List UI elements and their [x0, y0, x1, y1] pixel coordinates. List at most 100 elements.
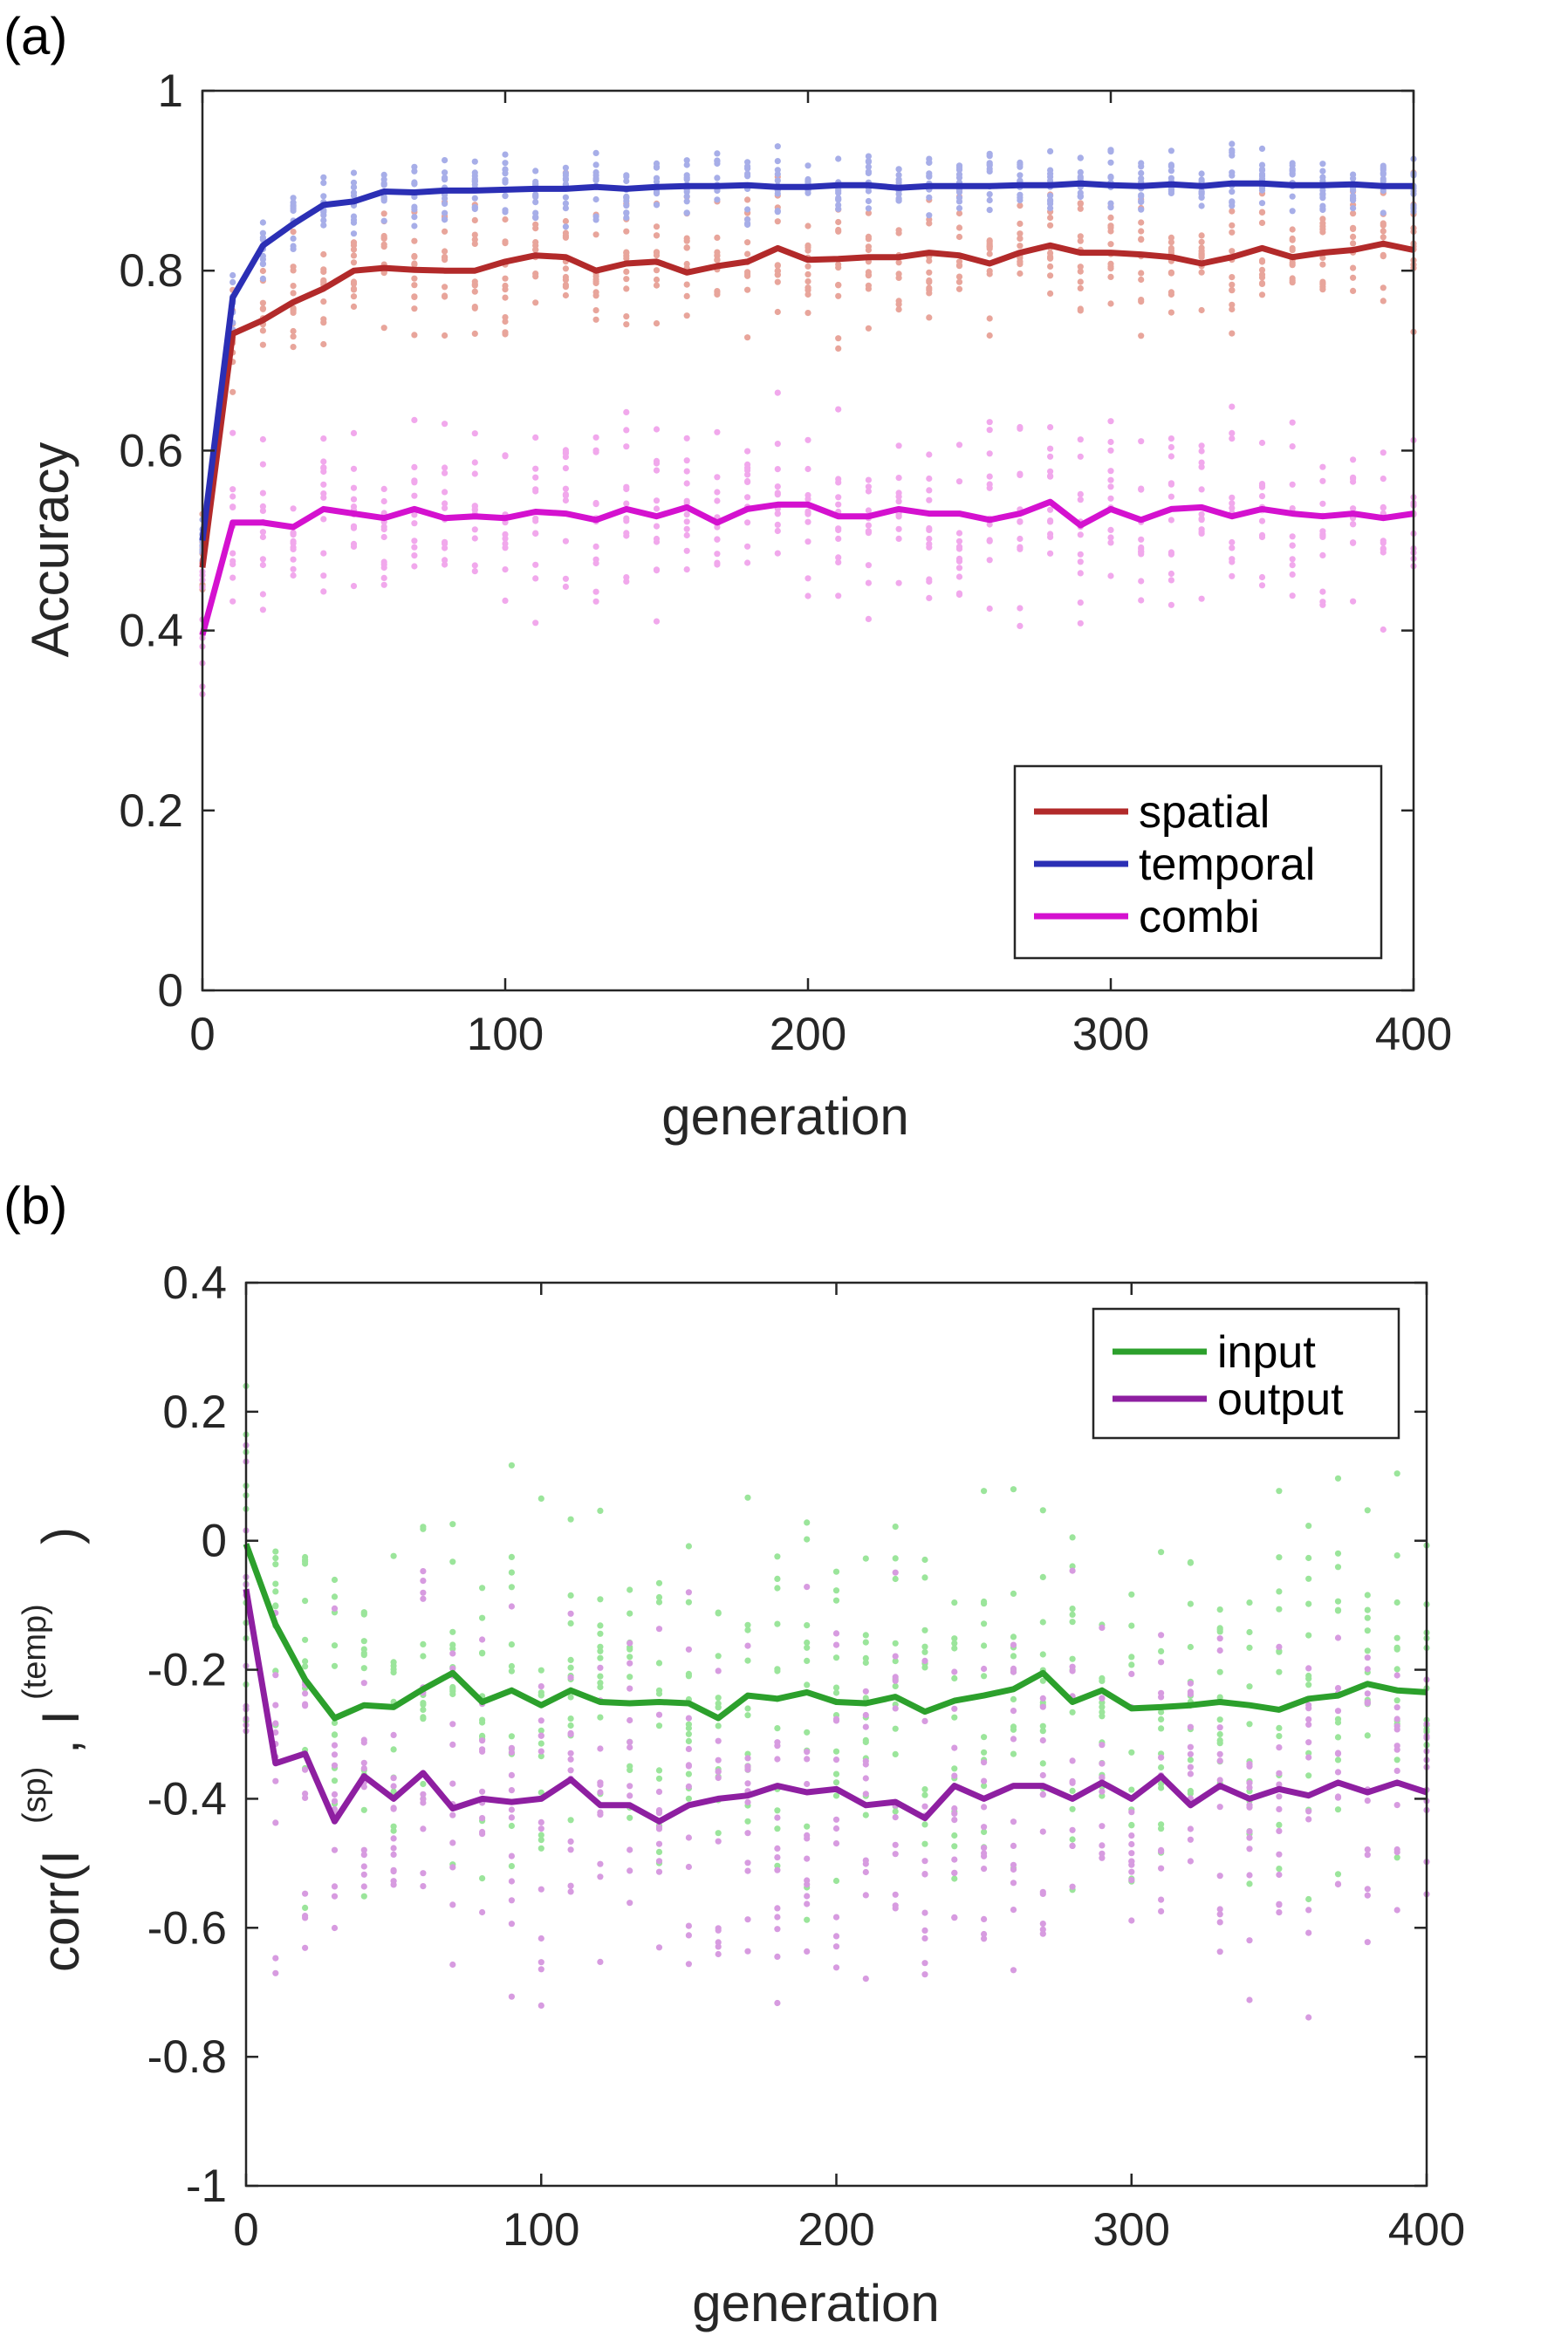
- scatter-point-temporal: [411, 223, 418, 229]
- scatter-point-combi: [1229, 572, 1236, 579]
- scatter-point-temporal: [1017, 159, 1024, 166]
- scatter-point-combi: [1077, 453, 1084, 460]
- scatter-point-combi: [229, 598, 236, 605]
- scatter-point-temporal: [623, 177, 630, 185]
- scatter-point-output: [744, 1755, 751, 1762]
- scatter-point-spatial: [229, 388, 236, 395]
- scatter-point-output: [360, 1883, 367, 1890]
- scatter-point-input: [597, 1673, 604, 1680]
- scatter-point-output: [272, 1672, 279, 1679]
- scatter-point-spatial: [1258, 219, 1266, 226]
- scatter-point-spatial: [805, 271, 811, 277]
- scatter-point-output: [1216, 1948, 1223, 1955]
- scatter-point-temporal: [1017, 172, 1024, 179]
- scatter-point-temporal: [350, 189, 358, 196]
- scatter-point-combi: [1198, 442, 1205, 449]
- scatter-point-spatial: [865, 325, 873, 332]
- scatter-points-a: [199, 140, 1417, 698]
- scatter-point-spatial: [411, 253, 418, 260]
- scatter-point-temporal: [683, 193, 690, 200]
- scatter-point-combi: [955, 538, 963, 544]
- scatter-point-temporal: [259, 229, 266, 236]
- scatter-point-output: [1216, 1906, 1223, 1913]
- scatter-point-output: [1158, 1754, 1165, 1761]
- scatter-point-input: [921, 1786, 928, 1793]
- scatter-point-output: [1276, 1744, 1283, 1751]
- scatter-point-input: [390, 1669, 397, 1676]
- scatter-point-combi: [442, 557, 448, 564]
- scatter-point-combi: [774, 483, 781, 490]
- scatter-point-combi: [774, 466, 781, 473]
- scatter-point-spatial: [1017, 270, 1024, 277]
- scatter-point-input: [1128, 1786, 1135, 1793]
- y-tick-label: 0.8: [119, 245, 183, 297]
- scatter-point-spatial: [259, 341, 266, 348]
- scatter-point-input: [655, 1660, 663, 1667]
- scatter-point-temporal: [350, 216, 358, 223]
- scatter-point-combi: [442, 421, 448, 428]
- scatter-point-temporal: [1077, 168, 1084, 175]
- scatter-point-output: [715, 1737, 722, 1744]
- scatter-point-combi: [955, 530, 963, 537]
- scatter-point-combi: [865, 507, 873, 514]
- scatter-point-combi: [714, 536, 721, 543]
- scatter-point-combi: [320, 481, 327, 488]
- scatter-point-combi: [1289, 562, 1296, 569]
- scatter-point-combi: [986, 484, 993, 491]
- scatter-point-spatial: [562, 265, 570, 272]
- scatter-point-spatial: [1138, 276, 1145, 284]
- scatter-point-output: [390, 1878, 397, 1885]
- scatter-point-spatial: [623, 268, 630, 275]
- scatter-point-temporal: [1047, 147, 1054, 154]
- scatter-point-output: [272, 1702, 279, 1709]
- scatter-point-input: [921, 1643, 928, 1650]
- scatter-point-combi: [865, 562, 873, 569]
- scatter-point-combi: [714, 489, 721, 496]
- scatter-point-input: [538, 1753, 544, 1760]
- scatter-point-spatial: [683, 244, 690, 251]
- scatter-point-output: [892, 1653, 899, 1660]
- scatter-point-spatial: [411, 237, 418, 244]
- scatter-point-input: [685, 1795, 693, 1802]
- scatter-point-spatial: [1350, 210, 1357, 217]
- scatter-point-spatial: [290, 344, 297, 351]
- scatter-point-spatial: [895, 271, 902, 277]
- scatter-point-temporal: [1319, 190, 1326, 197]
- scatter-point-input: [538, 1740, 544, 1747]
- scatter-point-output: [449, 1741, 456, 1748]
- scatter-point-combi: [895, 490, 902, 497]
- series-line-spatial: [199, 240, 1414, 568]
- scatter-point-output: [449, 1839, 456, 1846]
- scatter-point-combi: [683, 525, 690, 532]
- scatter-point-temporal: [350, 230, 358, 237]
- x-axis-label-a: generation: [661, 1087, 909, 1146]
- scatter-point-input: [892, 1555, 899, 1562]
- scatter-point-output: [479, 1828, 486, 1836]
- scatter-point-temporal: [442, 175, 448, 181]
- scatter-point-output: [1187, 1770, 1194, 1777]
- scatter-point-combi: [1077, 490, 1084, 498]
- scatter-point-temporal: [229, 278, 236, 285]
- scatter-point-combi: [1077, 558, 1084, 565]
- scatter-point-combi: [471, 535, 478, 542]
- y-tick-label: -0.4: [147, 1773, 227, 1825]
- scatter-point-input: [1393, 1470, 1400, 1477]
- scatter-point-combi: [1258, 573, 1266, 581]
- scatter-point-combi: [1107, 534, 1114, 541]
- scatter-point-spatial: [532, 299, 539, 306]
- scatter-point-spatial: [290, 290, 297, 297]
- scatter-point-temporal: [926, 212, 933, 219]
- scatter-point-spatial: [683, 292, 690, 299]
- scatter-point-input: [981, 1642, 988, 1649]
- scatter-point-input: [538, 1845, 544, 1852]
- scatter-point-combi: [1229, 435, 1236, 442]
- scatter-point-temporal: [865, 163, 873, 170]
- scatter-point-spatial: [1167, 309, 1174, 316]
- scatter-point-input: [420, 1701, 427, 1709]
- scatter-point-combi: [895, 579, 902, 586]
- scatter-point-combi: [1077, 531, 1084, 538]
- scatter-point-output: [1216, 1873, 1223, 1880]
- scatter-point-input: [302, 1663, 309, 1670]
- scatter-point-output: [597, 1789, 604, 1796]
- scatter-point-combi: [653, 618, 661, 625]
